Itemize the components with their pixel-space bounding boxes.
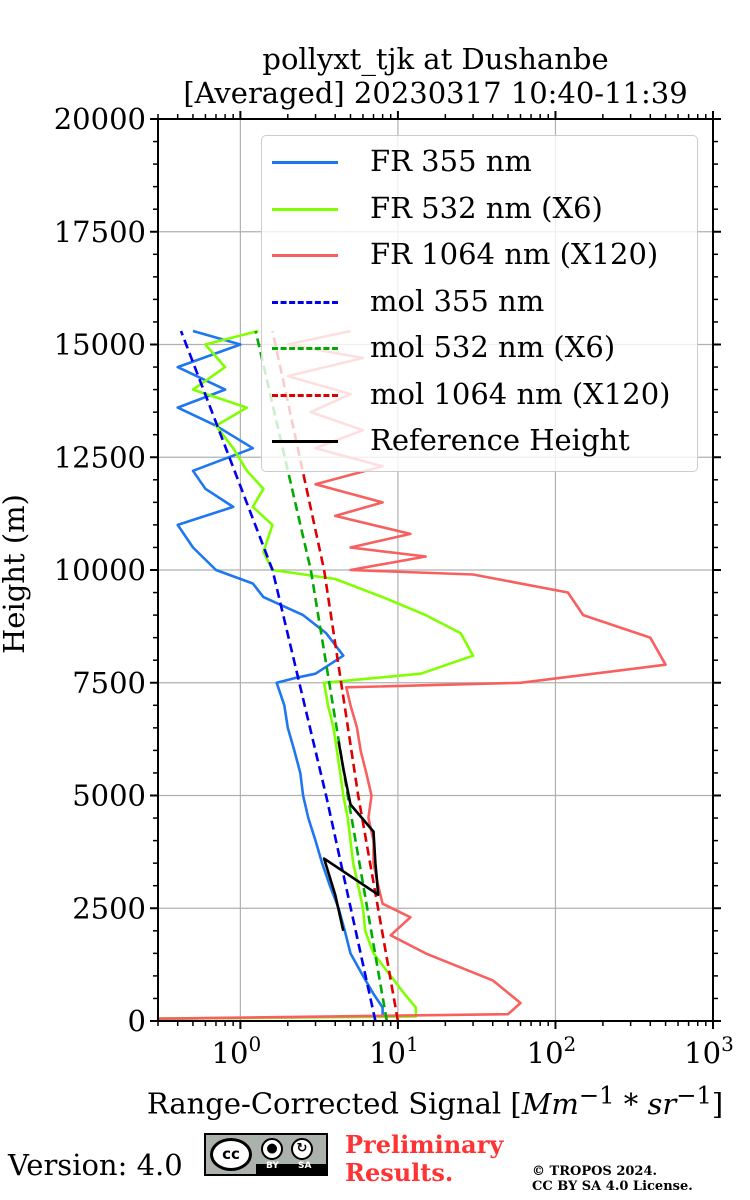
series-line-1 [158, 329, 475, 1020]
sa-label: SA [298, 1161, 312, 1171]
x-axis-unit: [Mm−1 * sr−1] [510, 1081, 724, 1121]
y-tick-label: 7500 [72, 666, 146, 700]
legend-label: mol 532 nm (X6) [370, 330, 616, 364]
legend-label: Reference Height [370, 423, 630, 457]
chart-title-line1: pollyxt_tjk at Dushanbe [262, 42, 609, 76]
person-icon: ● [261, 1138, 283, 1160]
x-axis-label-text: Range-Corrected Signal [146, 1086, 502, 1121]
y-axis-label: Height (m) [0, 494, 31, 654]
legend-item: mol 355 nm [272, 279, 692, 325]
legend-item: mol 532 nm (X6) [272, 325, 692, 371]
series-line-3 [179, 330, 377, 1021]
legend-label: mol 1064 nm (X120) [370, 376, 671, 411]
legend-swatch [272, 440, 338, 443]
x-tick-label: 101 [369, 1032, 419, 1070]
legend-item: FR 532 nm (X6) [272, 186, 692, 232]
legend-label: FR 1064 nm (X120) [370, 237, 659, 271]
legend-label: FR 355 nm [370, 144, 532, 178]
preliminary-line2: Results. [345, 1158, 454, 1187]
legend-swatch [272, 207, 338, 211]
version-label: Version: 4.0 [8, 1148, 183, 1182]
legend-swatch [272, 347, 338, 350]
legend-item: FR 1064 nm (X120) [272, 232, 692, 278]
y-tick-label: 12500 [54, 440, 146, 474]
y-tick-label: 17500 [54, 215, 146, 249]
x-axis-label: Range-Corrected Signal [Mm−1 * sr−1] [120, 1078, 750, 1121]
legend-label: mol 355 nm [370, 283, 545, 318]
x-tick-label: 103 [684, 1032, 734, 1070]
x-tick-label: 100 [212, 1032, 262, 1070]
y-tick-label: 20000 [54, 102, 146, 136]
preliminary-line1: Preliminary [345, 1130, 504, 1159]
y-tick-label: 10000 [54, 553, 146, 587]
axis-tick-labels: 0 2500 5000 7500 10000 12500 15000 17500 20000 10… [54, 102, 734, 1070]
series-line-6 [322, 741, 380, 932]
y-tick-label: 2500 [72, 891, 146, 925]
legend-swatch [272, 393, 338, 397]
copyright-line1: © TROPOS 2024. [532, 1164, 658, 1179]
axis-ticks [150, 111, 721, 1029]
y-tick-label: 0 [128, 1004, 146, 1038]
legend-label: FR 532 nm (X6) [370, 190, 603, 225]
by-label: BY [266, 1161, 279, 1171]
cc-icon: cc [210, 1138, 252, 1171]
x-tick-label: 102 [527, 1032, 577, 1070]
legend-item: FR 355 nm [272, 139, 692, 185]
y-tick-label: 5000 [72, 779, 146, 813]
y-tick-label: 15000 [54, 328, 146, 362]
legend-item: mol 1064 nm (X120) [272, 372, 692, 418]
copyright-line2: CC BY SA 4.0 License. [532, 1179, 693, 1194]
legend-item: Reference Height [272, 418, 692, 464]
chart-title-line2: [Averaged] 20230317 10:40-11:39 [183, 76, 688, 110]
legend-swatch [272, 161, 338, 164]
legend-swatch [272, 254, 338, 257]
preliminary-notice: Preliminary Results. [345, 1131, 503, 1187]
legend: FR 355 nm FR 532 nm (X6) FR 1064 nm (X120)… [261, 135, 698, 472]
copyright-notice: © TROPOS 2024. CC BY SA 4.0 License. [532, 1164, 693, 1194]
share-alike-icon: ↻ [291, 1138, 313, 1160]
legend-swatch [272, 300, 338, 304]
cc-by-sa-badge: cc ● ↻ BY SA [204, 1133, 328, 1176]
